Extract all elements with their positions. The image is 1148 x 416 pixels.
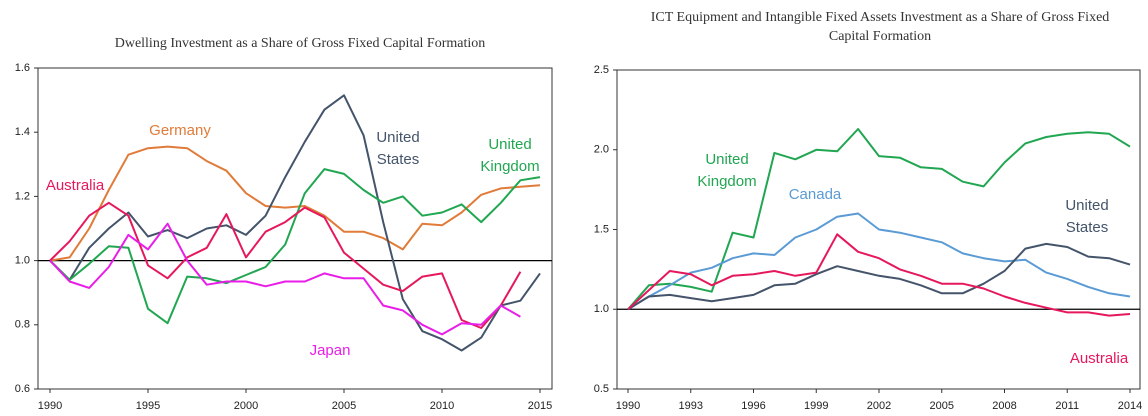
x-tick-label: 1999 xyxy=(804,400,828,412)
series-label: United Kingdom xyxy=(480,136,540,175)
x-tick-label: 1990 xyxy=(38,400,62,412)
x-tick-label: 2005 xyxy=(332,400,356,412)
series-label: Australia xyxy=(1069,350,1129,367)
y-tick-label: 1.2 xyxy=(15,190,30,202)
plot-frame xyxy=(37,67,553,390)
x-tick-label: 1990 xyxy=(616,400,640,412)
series-line xyxy=(627,212,1131,311)
y-tick-label: 2.0 xyxy=(594,144,609,156)
series-label: Germany xyxy=(149,122,211,139)
series-line xyxy=(49,94,541,352)
x-tick-label: 2011 xyxy=(1055,400,1079,412)
x-tick-label: 2002 xyxy=(867,400,891,412)
x-tick-label: 1993 xyxy=(679,400,703,412)
y-tick-label: 1.4 xyxy=(15,126,30,138)
y-tick-label: 1.5 xyxy=(594,223,609,235)
x-tick-label: 2008 xyxy=(992,400,1016,412)
series-label: Australia xyxy=(45,177,105,194)
y-tick-label: 1.0 xyxy=(594,303,609,315)
y-tick-label: 2.5 xyxy=(594,64,609,76)
series-line xyxy=(627,242,1131,311)
chart-title: Dwelling Investment as a Share of Gross … xyxy=(114,36,486,51)
y-tick-label: 0.6 xyxy=(15,383,30,395)
x-tick-label: 2010 xyxy=(430,400,454,412)
y-tick-label: 0.8 xyxy=(15,319,30,331)
series-label: United Kingdom xyxy=(697,151,757,190)
chart-title: ICT Equipment and Intangible Fixed Asset… xyxy=(650,10,1110,44)
x-tick-label: 2005 xyxy=(930,400,954,412)
y-tick-label: 1.0 xyxy=(15,255,30,267)
y-tick-label: 1.6 xyxy=(15,62,30,74)
y-tick-label: 0.5 xyxy=(594,383,609,395)
x-tick-label: 1996 xyxy=(741,400,765,412)
x-tick-label: 1995 xyxy=(136,400,160,412)
x-tick-label: 2000 xyxy=(234,400,258,412)
series-line xyxy=(49,222,521,336)
x-tick-label: 2015 xyxy=(528,400,552,412)
series-line xyxy=(49,145,541,262)
series-label: United States xyxy=(1065,197,1109,236)
series-line xyxy=(49,168,541,325)
series-label: United States xyxy=(376,129,420,168)
series-line xyxy=(627,128,1131,310)
series-label: Japan xyxy=(309,342,351,359)
series-label: Canada xyxy=(788,186,842,203)
series-line xyxy=(49,201,522,329)
x-tick-label: 2014 xyxy=(1118,400,1142,412)
series-line xyxy=(627,233,1131,317)
